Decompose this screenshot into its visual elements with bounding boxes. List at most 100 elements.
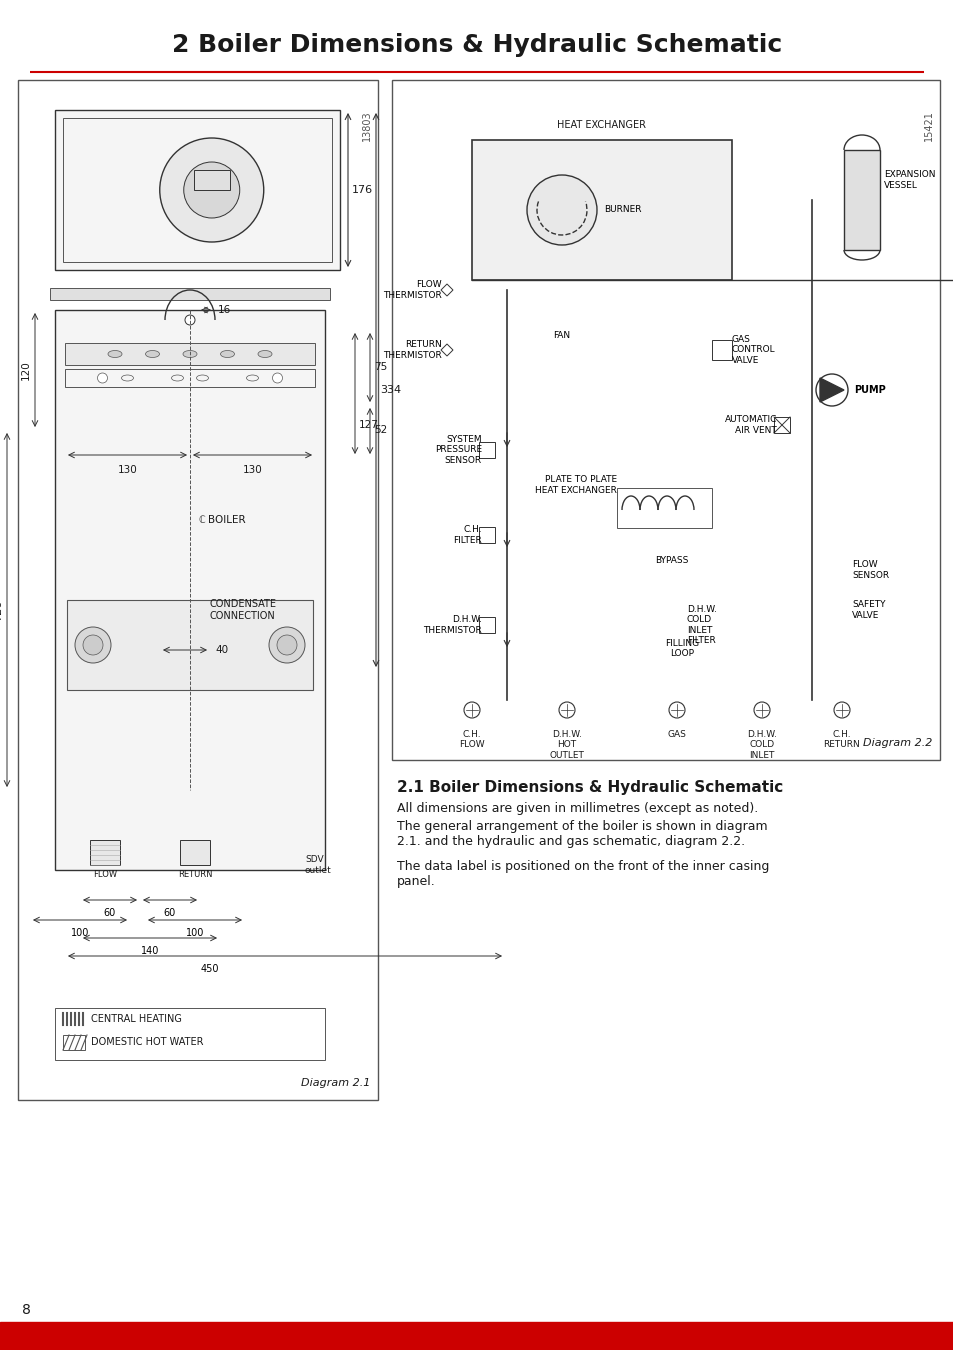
Polygon shape <box>440 344 453 356</box>
Text: Diagram 2.2: Diagram 2.2 <box>862 738 931 748</box>
Bar <box>55 1008 325 1060</box>
Text: D.H.W.
COLD
INLET: D.H.W. COLD INLET <box>746 730 776 760</box>
Text: RETURN: RETURN <box>177 869 212 879</box>
Bar <box>55 109 339 270</box>
Bar <box>478 441 495 458</box>
Text: 140: 140 <box>141 946 159 956</box>
Text: 100: 100 <box>71 927 89 938</box>
Bar <box>478 617 495 633</box>
Text: FLOW
SENSOR: FLOW SENSOR <box>851 560 888 579</box>
Text: C.H.
FILTER: C.H. FILTER <box>453 525 481 544</box>
Text: 450: 450 <box>200 964 219 973</box>
Bar <box>478 526 495 543</box>
Text: 13803: 13803 <box>361 109 372 140</box>
Text: RETURN
THERMISTOR: RETURN THERMISTOR <box>383 340 441 359</box>
Bar <box>180 840 210 865</box>
Text: ℂ: ℂ <box>198 514 205 525</box>
Bar <box>50 288 330 300</box>
Text: 16: 16 <box>218 305 231 315</box>
Ellipse shape <box>108 351 122 358</box>
Circle shape <box>97 373 108 383</box>
Bar <box>67 599 313 690</box>
Text: 15421: 15421 <box>923 109 933 140</box>
Bar <box>773 417 789 433</box>
Text: FLOW: FLOW <box>92 869 117 879</box>
Text: 100: 100 <box>186 927 204 938</box>
Circle shape <box>273 373 282 383</box>
Text: SAFETY
VALVE: SAFETY VALVE <box>851 601 884 620</box>
Text: DOMESTIC HOT WATER: DOMESTIC HOT WATER <box>91 1037 203 1048</box>
Bar <box>392 80 939 760</box>
Circle shape <box>668 702 684 718</box>
Ellipse shape <box>183 351 196 358</box>
Text: 75: 75 <box>374 362 387 373</box>
Text: BURNER: BURNER <box>603 205 640 215</box>
Text: D.H.W.
HOT
OUTLET: D.H.W. HOT OUTLET <box>549 730 584 760</box>
Text: 60: 60 <box>104 909 116 918</box>
Text: 52: 52 <box>374 425 387 435</box>
Text: The data label is positioned on the front of the inner casing
panel.: The data label is positioned on the fron… <box>396 860 768 888</box>
Bar <box>18 80 377 1100</box>
Bar <box>0 1322 953 1350</box>
Circle shape <box>833 702 849 718</box>
Circle shape <box>159 138 263 242</box>
Text: 120: 120 <box>21 360 30 379</box>
Bar <box>65 343 314 364</box>
Text: EXPANSION
VESSEL: EXPANSION VESSEL <box>883 170 935 190</box>
Text: FILLING
LOOP: FILLING LOOP <box>664 639 699 657</box>
Bar <box>617 487 711 528</box>
Text: D.H.W.
THERMISTOR: D.H.W. THERMISTOR <box>423 616 481 634</box>
Text: 2.1 Boiler Dimensions & Hydraulic Schematic: 2.1 Boiler Dimensions & Hydraulic Schema… <box>396 780 782 795</box>
Circle shape <box>463 702 479 718</box>
Circle shape <box>83 634 103 655</box>
Text: 8: 8 <box>22 1303 30 1318</box>
Text: 726: 726 <box>0 599 3 621</box>
Polygon shape <box>820 378 843 402</box>
Text: GAS
CONTROL
VALVE: GAS CONTROL VALVE <box>731 335 775 365</box>
Ellipse shape <box>220 351 234 358</box>
Text: FLOW
THERMISTOR: FLOW THERMISTOR <box>383 281 441 300</box>
Text: 40: 40 <box>214 645 228 655</box>
Text: 176: 176 <box>352 185 373 194</box>
Text: GAS: GAS <box>667 730 686 738</box>
Bar <box>65 369 314 387</box>
Bar <box>63 1035 85 1050</box>
Text: SYSTEM
PRESSURE
SENSOR: SYSTEM PRESSURE SENSOR <box>435 435 481 464</box>
Circle shape <box>269 626 305 663</box>
Circle shape <box>185 315 194 325</box>
Text: 130: 130 <box>242 464 262 475</box>
Text: C.H.
FLOW: C.H. FLOW <box>458 730 484 749</box>
Text: AUTOMATIC
AIR VENT: AUTOMATIC AIR VENT <box>724 416 776 435</box>
Circle shape <box>558 702 575 718</box>
Text: BYPASS: BYPASS <box>655 556 688 566</box>
Text: 60: 60 <box>164 909 176 918</box>
Ellipse shape <box>146 351 159 358</box>
Text: CONDENSATE
CONNECTION: CONDENSATE CONNECTION <box>210 599 276 621</box>
Text: FAN: FAN <box>553 331 570 339</box>
Circle shape <box>276 634 296 655</box>
Text: SDV
outlet: SDV outlet <box>305 856 332 875</box>
Bar <box>193 170 230 190</box>
Text: The general arrangement of the boiler is shown in diagram
2.1. and the hydraulic: The general arrangement of the boiler is… <box>396 819 767 848</box>
Text: PUMP: PUMP <box>853 385 884 396</box>
Circle shape <box>526 176 597 244</box>
Bar <box>90 840 120 865</box>
Text: 130: 130 <box>117 464 137 475</box>
Text: HEAT EXCHANGER: HEAT EXCHANGER <box>557 120 646 130</box>
Text: CENTRAL HEATING: CENTRAL HEATING <box>91 1014 182 1025</box>
Text: D.H.W.
COLD
INLET
FILTER: D.H.W. COLD INLET FILTER <box>686 605 717 645</box>
Circle shape <box>75 626 111 663</box>
Text: 334: 334 <box>379 385 400 396</box>
Bar <box>711 340 731 360</box>
Text: BOILER: BOILER <box>208 514 245 525</box>
Text: 127: 127 <box>358 420 378 431</box>
Bar <box>63 117 332 262</box>
Polygon shape <box>440 284 453 296</box>
Circle shape <box>184 162 239 217</box>
Circle shape <box>753 702 769 718</box>
Text: 2 Boiler Dimensions & Hydraulic Schematic: 2 Boiler Dimensions & Hydraulic Schemati… <box>172 32 781 57</box>
Text: All dimensions are given in millimetres (except as noted).: All dimensions are given in millimetres … <box>396 802 758 815</box>
Bar <box>472 140 731 279</box>
Ellipse shape <box>257 351 272 358</box>
Bar <box>843 150 879 250</box>
